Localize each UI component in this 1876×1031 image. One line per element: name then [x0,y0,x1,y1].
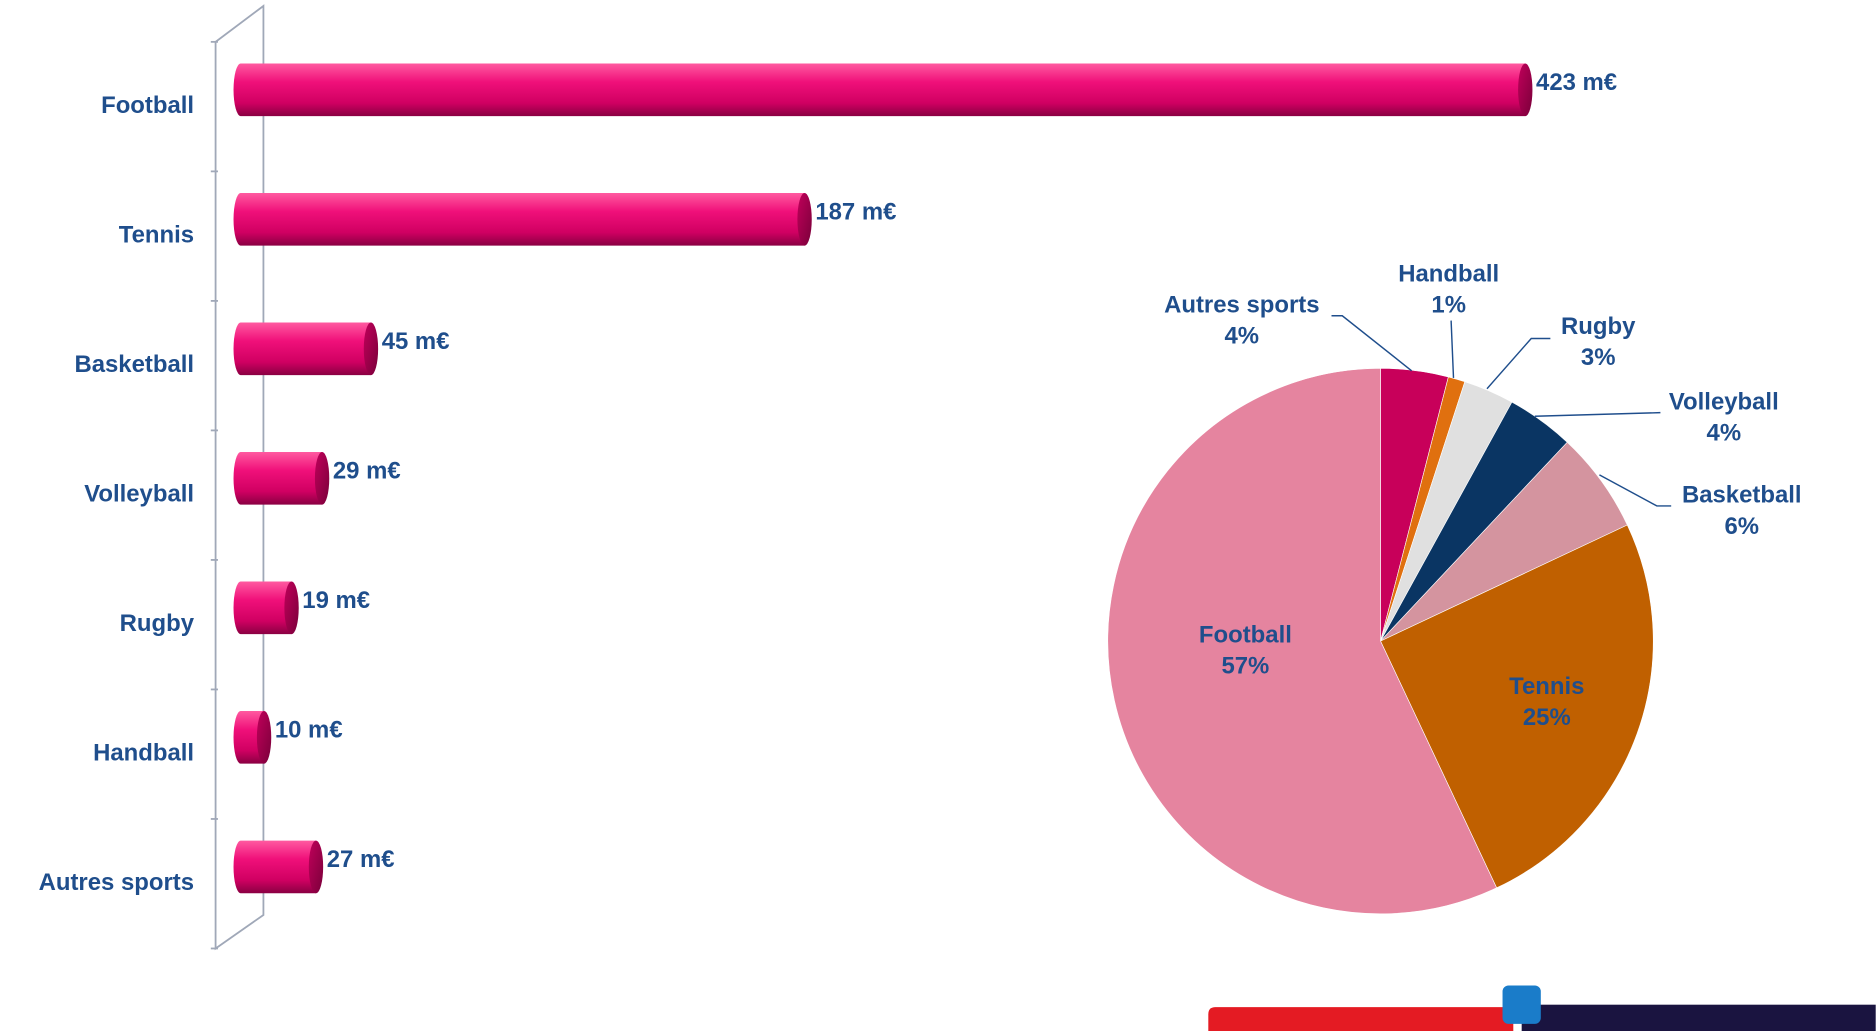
slice-value-label: 4% [1225,323,1260,350]
value-label: 423 m€ [1536,69,1617,96]
bar-cap [363,322,379,376]
value-label: 187 m€ [815,199,896,226]
bar-cap [308,840,324,894]
bar [233,581,292,635]
category-label: Football [101,92,194,119]
footer-decoration [1208,985,1876,1031]
bar [233,192,805,246]
category-label: Autres sports [39,869,194,896]
value-label: 45 m€ [382,328,450,355]
slice-label: Volleyball [1669,388,1779,415]
category-label: Volleyball [84,480,194,507]
slice-value-label: 4% [1707,419,1742,446]
bar-cap [797,192,812,246]
footer-red-bar [1208,1007,1514,1031]
value-label: 19 m€ [302,587,370,614]
slice-label: Football [1199,622,1292,649]
category-label: Rugby [120,610,195,637]
value-label: 27 m€ [327,846,395,873]
slice-value-label: 6% [1724,513,1759,540]
slice-value-label: 3% [1581,344,1616,371]
value-label: 10 m€ [275,717,343,744]
value-label: 29 m€ [333,458,401,485]
bar-cap [314,452,330,505]
bar [233,452,323,505]
category-label: Handball [93,739,194,766]
pie-slice [1107,368,1498,915]
bar [233,711,265,764]
leader-line [1534,411,1661,417]
bar [233,840,316,894]
leader-line [1599,474,1672,507]
bar-cap [1518,63,1533,117]
leader-line [1450,320,1455,378]
slice-value-label: 1% [1431,292,1466,319]
leader-line [1486,337,1551,390]
slice-value-label: 57% [1221,653,1269,680]
pie-slice [1380,524,1654,889]
bar [233,63,1526,117]
footer-square [1502,985,1541,1024]
slice-label: Tennis [1509,673,1584,700]
slice-label: Autres sports [1164,292,1319,319]
slice-label: Handball [1398,260,1499,287]
axis-frame [210,4,265,951]
bar [233,322,371,376]
axis-wall [214,4,265,951]
category-label: Basketball [74,351,194,378]
slice-value-label: 25% [1523,704,1571,731]
bar-cap [256,711,272,764]
bar-cap [284,581,299,635]
leader-line [1331,315,1413,372]
footer-dark-bar [1521,1004,1876,1031]
slice-label: Rugby [1561,313,1636,340]
category-label: Tennis [119,221,194,248]
slice-label: Basketball [1682,482,1802,509]
